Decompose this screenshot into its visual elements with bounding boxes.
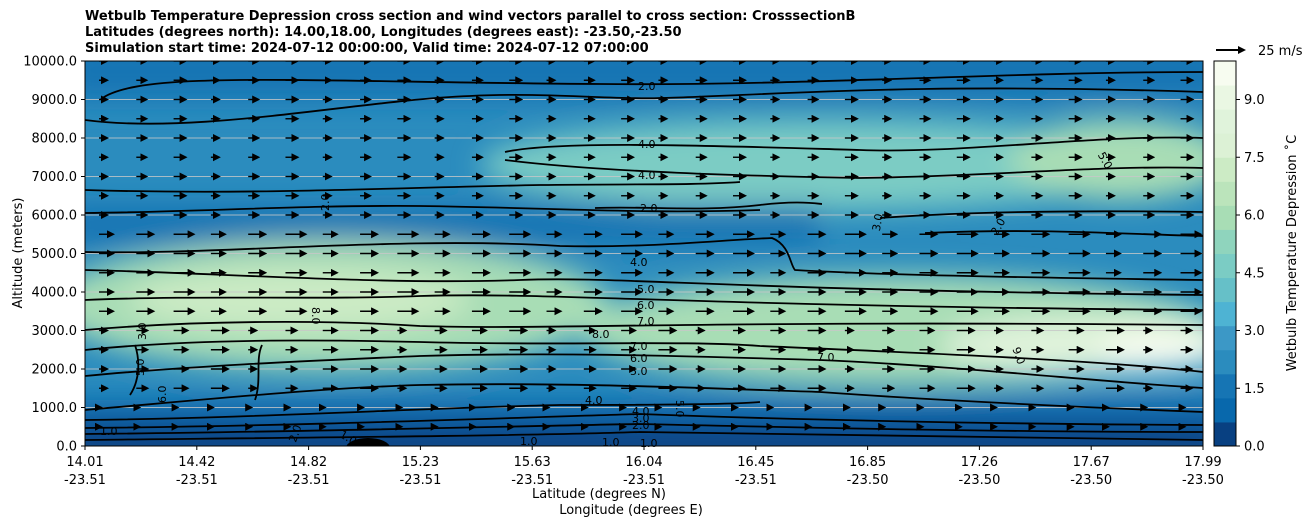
colorbar-segment <box>1214 325 1236 351</box>
x-tick-label-lat: 14.01 <box>66 455 103 470</box>
colorbar-segment <box>1214 109 1236 134</box>
contour-label: 7.0 <box>637 315 655 328</box>
x-tick-label-lat: 14.42 <box>178 455 215 470</box>
x-tick-label-lon: -23.50 <box>1182 473 1224 488</box>
colorbar-tick-label: 6.0 <box>1244 209 1265 224</box>
filled-contour-field <box>85 61 1203 446</box>
y-tick-label: 10000.0 <box>23 55 77 70</box>
x-tick-label-lat: 15.23 <box>402 455 439 470</box>
colorbar: 0.0 1.5 3.0 4.5 6.0 7.5 9.0 <box>1213 60 1265 455</box>
x-tick-label-lat: 14.82 <box>290 455 327 470</box>
x-tick-label-lat: 17.26 <box>961 455 998 470</box>
x-axis-label-latitude: Latitude (degrees N) <box>532 487 666 502</box>
y-tick-label: 3000.0 <box>32 324 78 339</box>
colorbar-tick-label: 0.0 <box>1244 440 1265 455</box>
colorbar-segment <box>1214 301 1236 327</box>
x-tick-label-lon: -23.50 <box>1070 473 1112 488</box>
colorbar-segment <box>1214 61 1236 86</box>
colorbar-tick-label: 9.0 <box>1244 93 1265 108</box>
x-tick-label-lon: -23.51 <box>623 473 665 488</box>
contour-label: 6.0 <box>630 352 648 365</box>
chart-title-line-2: Latitudes (degrees north): 14.00,18.00, … <box>85 25 682 40</box>
chart-title-line-1: Wetbulb Temperature Depression cross sec… <box>85 9 856 24</box>
contour-label: 2.0 <box>640 202 658 215</box>
y-tick-label: 7000.0 <box>32 170 78 185</box>
colorbar-segment <box>1214 85 1236 110</box>
colorbar-segment <box>1214 397 1236 423</box>
x-tick-label-lon: -23.51 <box>735 473 777 488</box>
contour-label: 2.0 <box>638 80 656 93</box>
y-tick-label: 8000.0 <box>32 132 78 147</box>
colorbar-segment <box>1214 229 1236 254</box>
contour-label: 5.0 <box>630 365 648 378</box>
y-tick-label: 0.0 <box>56 440 77 455</box>
colorbar-tick-label: 1.5 <box>1244 382 1265 397</box>
contour-label: 2.0 <box>632 419 650 432</box>
x-tick-label-lat: 16.85 <box>849 455 886 470</box>
y-tick-label: 5000.0 <box>32 247 78 262</box>
contour-label: 1.0 <box>520 435 538 448</box>
colorbar-segment <box>1214 421 1236 447</box>
x-axis: 14.01 -23.51 14.42 -23.51 14.82 -23.51 15.23 -2… <box>64 446 1224 488</box>
contour-label: 8.0 <box>309 307 322 325</box>
x-tick-label-lon: -23.51 <box>288 473 330 488</box>
wind-vectors <box>95 61 1203 431</box>
colorbar-segment <box>1214 181 1236 206</box>
contour-label: 7.0 <box>817 351 835 364</box>
contour-label: 5.0 <box>673 400 686 418</box>
y-tick-label: 6000.0 <box>32 209 78 224</box>
contour-label: 3.0 <box>870 213 886 232</box>
x-tick-label-lon: -23.51 <box>176 473 218 488</box>
contour-label: 4.0 <box>630 256 648 269</box>
y-tick-label: 1000.0 <box>32 401 78 416</box>
colorbar-segment <box>1214 349 1236 375</box>
contour-label: 4.0 <box>638 138 656 151</box>
colorbar-tick-label: 7.5 <box>1244 151 1265 166</box>
y-tick-label: 9000.0 <box>32 93 78 108</box>
gridlines <box>85 99 1203 408</box>
colorbar-segment <box>1214 133 1236 158</box>
y-tick-label: 4000.0 <box>32 286 78 301</box>
colorbar-frame <box>1213 60 1237 447</box>
contour-label: 5.0 <box>134 359 147 377</box>
contour-labels: 2.0 4.0 4.0 2.0 4.0 5.0 6.0 7.0 8.0 7.0 … <box>100 80 1115 450</box>
contour-label: 1.0 <box>100 425 118 438</box>
contour-label: 4.0 <box>585 394 603 407</box>
x-tick-label-lon: -23.51 <box>64 473 106 488</box>
contour-label: 6.0 <box>156 386 169 404</box>
x-tick-label-lon: -23.50 <box>958 473 1000 488</box>
colorbar-segment <box>1214 157 1236 182</box>
contour-label: 1.0 <box>602 436 620 449</box>
x-tick-label-lat: 17.99 <box>1184 455 1221 470</box>
contour-label: 5.0 <box>637 283 655 296</box>
colorbar-tick-label: 3.0 <box>1244 324 1265 339</box>
x-tick-label-lat: 15.63 <box>514 455 551 470</box>
quiver-key-label: 25 m/s <box>1258 44 1303 59</box>
contour-label: 9.0 <box>1009 345 1027 366</box>
y-tick-label: 2000.0 <box>32 363 78 378</box>
colorbar-segment <box>1214 373 1236 399</box>
y-axis-label: Altitude (meters) <box>11 198 26 309</box>
contour-label: 4.0 <box>638 169 656 182</box>
colorbar-segment <box>1214 253 1236 279</box>
contour-label: 1.0 <box>640 437 658 450</box>
colorbar-tick-label: 4.5 <box>1244 266 1265 281</box>
x-tick-label-lat: 16.45 <box>737 455 774 470</box>
x-tick-label-lat: 16.04 <box>625 455 662 470</box>
x-tick-label-lon: -23.51 <box>399 473 441 488</box>
x-tick-label-lon: -23.51 <box>511 473 553 488</box>
colorbar-segment <box>1214 277 1236 303</box>
y-axis: 0.0 1000.0 2000.0 3000.0 4000.0 5000.0 6000.0 7… <box>23 55 85 455</box>
contour-label: 3.0 <box>632 412 650 425</box>
contour-label: 4.0 <box>632 405 650 418</box>
chart-title-line-3: Simulation start time: 2024-07-12 00:00:… <box>85 41 649 56</box>
contour-label: 3.0 <box>136 323 149 341</box>
x-axis-label-longitude: Longitude (degrees E) <box>559 503 703 518</box>
colorbar-segment <box>1214 205 1236 230</box>
colorbar-label: Wetbulb Temperature Depression ˚C <box>1284 135 1300 372</box>
contour-label: 6.0 <box>637 299 655 312</box>
x-tick-label-lon: -23.50 <box>847 473 889 488</box>
x-tick-label-lat: 17.67 <box>1073 455 1110 470</box>
